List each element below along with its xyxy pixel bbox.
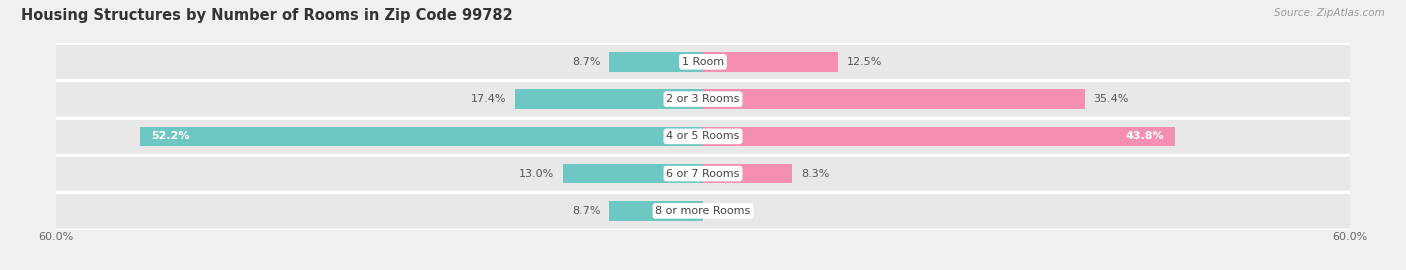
- Text: 8.7%: 8.7%: [572, 206, 600, 216]
- Bar: [56, 120, 1350, 153]
- Text: 52.2%: 52.2%: [150, 131, 190, 141]
- Bar: [562, 164, 703, 183]
- Text: 2 or 3 Rooms: 2 or 3 Rooms: [666, 94, 740, 104]
- Bar: [703, 89, 1084, 109]
- Text: 17.4%: 17.4%: [471, 94, 506, 104]
- Text: Source: ZipAtlas.com: Source: ZipAtlas.com: [1274, 8, 1385, 18]
- Text: 0.0%: 0.0%: [711, 206, 740, 216]
- Bar: [516, 89, 703, 109]
- Text: 8 or more Rooms: 8 or more Rooms: [655, 206, 751, 216]
- Text: 6 or 7 Rooms: 6 or 7 Rooms: [666, 168, 740, 179]
- Text: 13.0%: 13.0%: [519, 168, 554, 179]
- Bar: [56, 82, 1350, 116]
- Text: 12.5%: 12.5%: [846, 57, 882, 67]
- Bar: [703, 52, 838, 72]
- Text: Housing Structures by Number of Rooms in Zip Code 99782: Housing Structures by Number of Rooms in…: [21, 8, 513, 23]
- Bar: [56, 157, 1350, 190]
- Bar: [703, 127, 1175, 146]
- Text: 35.4%: 35.4%: [1094, 94, 1129, 104]
- Text: 8.3%: 8.3%: [801, 168, 830, 179]
- Bar: [56, 194, 1350, 228]
- Text: 43.8%: 43.8%: [1126, 131, 1164, 141]
- Bar: [56, 45, 1350, 79]
- Text: 1 Room: 1 Room: [682, 57, 724, 67]
- Bar: [703, 164, 793, 183]
- Text: 8.7%: 8.7%: [572, 57, 600, 67]
- Bar: [609, 201, 703, 221]
- Bar: [609, 52, 703, 72]
- Text: 4 or 5 Rooms: 4 or 5 Rooms: [666, 131, 740, 141]
- Bar: [141, 127, 703, 146]
